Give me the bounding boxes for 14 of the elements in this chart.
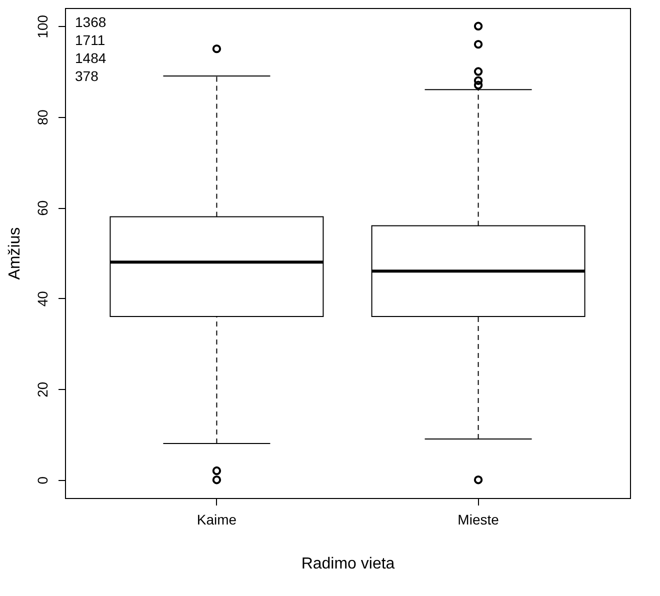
y-tick-label: 20: [34, 382, 50, 398]
y-tick-label: 40: [34, 290, 50, 307]
x-tick-label: Mieste: [458, 512, 500, 528]
y-axis-title: Amžius: [6, 227, 24, 280]
y-tick-label: 100: [34, 14, 50, 38]
x-axis-title: Radimo vieta: [301, 556, 395, 572]
y-tick-label: 80: [34, 109, 50, 126]
annotation: 1484: [75, 50, 106, 66]
annotation: 1711: [75, 32, 106, 48]
annotation: 1368: [75, 14, 106, 30]
x-tick-label: Kaime: [196, 512, 237, 528]
annotation: 378: [75, 68, 99, 84]
y-tick-label: 0: [34, 476, 50, 484]
y-tick-label: 60: [34, 200, 50, 216]
